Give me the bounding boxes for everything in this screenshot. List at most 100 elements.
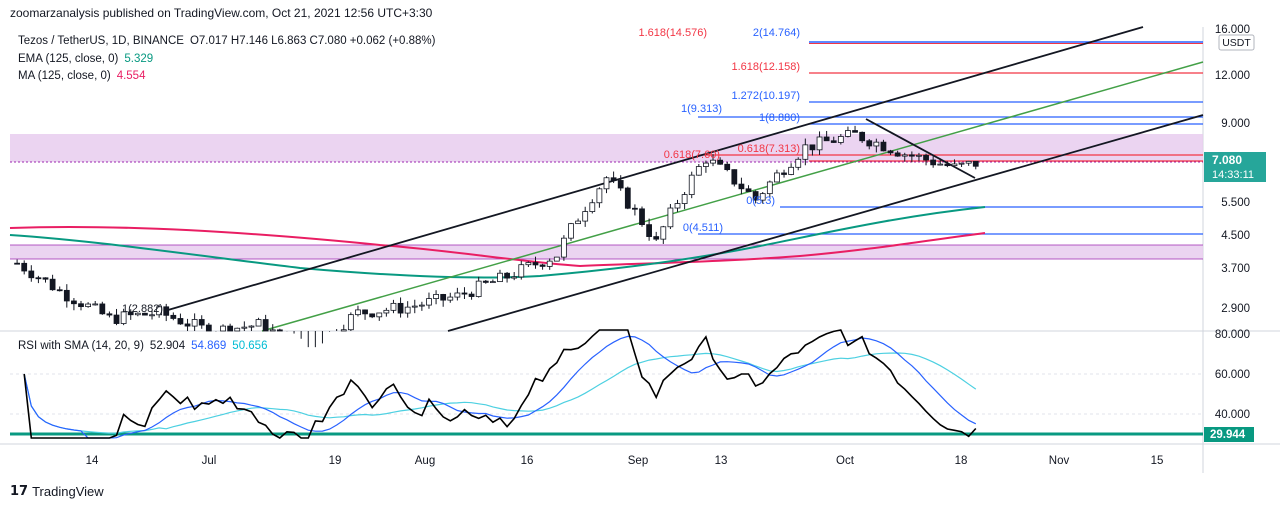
candle-body [539,264,546,267]
price-tick: 5.500 [1221,197,1250,209]
candle-body [397,302,404,314]
fib-level-label: 1.272(10.197) [732,90,801,102]
candle-body [149,314,155,317]
brand-label: TradingView [32,484,104,499]
candle-body [873,141,880,147]
candle-body [653,236,660,240]
candle-body [340,329,347,332]
candle-body [234,327,241,332]
candle-body [184,323,191,327]
price-tick: 12.000 [1215,70,1250,82]
ema-legend[interactable]: EMA (125, close, 0) 5.329 [18,53,159,65]
time-tick: 13 [715,455,728,467]
tradingview-footer[interactable]: 17 TradingView [10,484,104,499]
tradingview-logo-icon: 17 [10,484,29,499]
countdown-label: 14:33:11 [1212,169,1254,181]
candle-body [56,289,63,292]
rsi-level-badge [1204,427,1254,442]
candle-body [198,319,205,326]
candle-body [525,262,532,266]
candle-body [440,294,447,301]
candle-body [78,303,84,308]
rsi-ma-line [23,335,977,439]
candle-body [369,313,376,318]
candlestick-series [14,125,979,348]
candle-body [14,262,20,265]
candle-body [923,154,929,161]
candle-body [589,202,596,212]
fib-level-label: 2(14.764) [753,27,800,39]
ma-legend[interactable]: MA (125, close, 0) 4.554 [18,70,151,82]
candle-body [887,150,894,154]
candle-body [404,306,411,314]
candle-body [262,319,269,332]
time-tick: Jul [202,455,217,467]
symbol-name: Tezos / TetherUS, 1D, BINANCE [18,35,184,47]
candle-body [738,183,745,190]
ma-value: 4.554 [116,70,146,82]
candle-body [106,313,113,316]
candle-body [930,159,937,166]
candle-body [269,329,276,332]
candle-body [411,305,418,308]
candle-body [745,188,752,192]
candle-body [362,309,368,315]
rsi-tick: 40.000 [1215,409,1250,421]
candle-body [511,276,518,279]
ma-125-line [9,225,986,268]
candle-body [781,172,787,175]
price-tick: 2.900 [1221,303,1250,315]
candle-body [156,306,163,316]
rsi-tick: 60.000 [1215,369,1250,381]
candle-body [809,144,816,151]
candle-body [461,292,468,295]
candle-body [674,203,681,209]
candle-body [71,300,77,305]
time-tick: Sep [628,455,648,467]
candle-body [759,193,766,201]
fib-level-label: 1.618(14.576) [639,27,708,39]
candle-body [830,140,837,143]
currency-badge[interactable] [1218,34,1255,51]
candle-body [475,280,482,297]
time-tick: 16 [521,455,534,467]
candle-body [163,306,170,316]
price-tick: 9.000 [1221,118,1250,130]
time-tick: Nov [1049,455,1070,467]
rsi-value: 52.904 [149,340,186,352]
fib-level-label: 0.618(7.313) [738,143,800,155]
candle-body [63,289,70,302]
candle-body [518,264,525,278]
rsi-ma-value: 54.869 [191,340,227,352]
rsi-line [23,329,977,439]
candle-body [92,303,99,306]
candle-body [681,194,688,204]
candle-body [49,278,56,291]
candle-body [766,181,773,195]
candle-body [894,152,901,157]
candle-body [42,277,49,280]
candle-body [447,296,454,301]
price-tick: 16.000 [1215,24,1250,36]
candle-body [788,166,795,175]
rsi-tick: 80.000 [1215,329,1250,341]
candle-body [837,136,844,143]
ma-label: MA (125, close, 0) [18,70,111,82]
fib-level-label: 1(2.882) [122,303,163,315]
candle-body [383,309,390,314]
candle-body [795,158,802,168]
candle-body [582,211,589,222]
symbol-legend[interactable]: Tezos / TetherUS, 1D, BINANCE O7.017 H7.1… [18,35,441,47]
rsi-legend[interactable]: RSI with SMA (14, 20, 9) 52.904 54.869 50.6… [18,340,273,352]
candle-body [120,311,127,324]
candle-body [603,177,610,190]
candle-body [546,260,553,267]
ema-label: EMA (125, close, 0) [18,53,119,65]
candle-body [489,281,496,284]
candle-body [596,188,603,204]
candle-body [688,174,695,195]
candle-body [958,162,965,165]
last-price-label: 7.080 [1212,153,1242,167]
time-tick: 14 [86,455,99,467]
